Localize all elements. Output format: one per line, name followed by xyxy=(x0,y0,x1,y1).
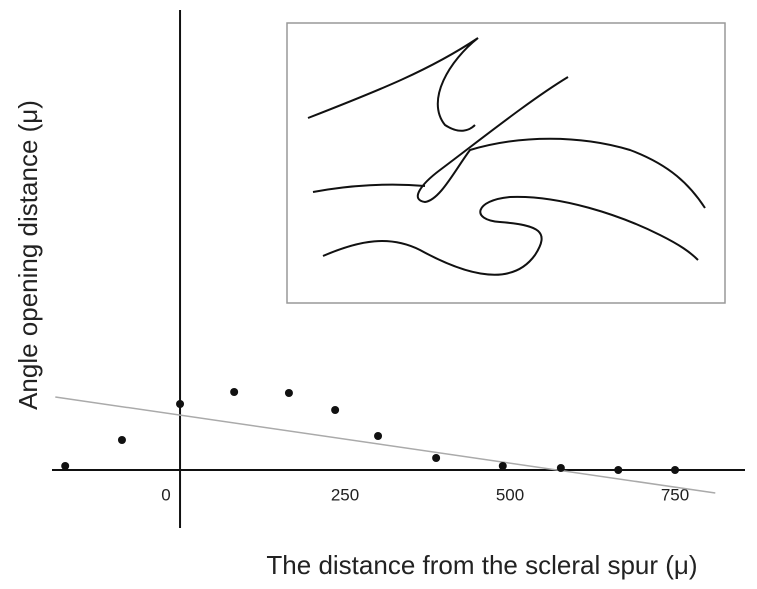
point xyxy=(176,400,185,408)
point xyxy=(331,406,340,414)
point xyxy=(614,466,623,474)
point xyxy=(374,432,383,440)
trend-line xyxy=(55,396,716,494)
x-tick-label: 750 xyxy=(661,485,689,504)
point xyxy=(498,462,507,470)
inset-curve xyxy=(307,37,479,132)
inset-diagram xyxy=(286,22,726,304)
x-tick-label: 250 xyxy=(331,485,359,504)
point xyxy=(230,388,239,396)
x-tick-label: 0 xyxy=(161,485,170,504)
x-tick-label: 500 xyxy=(496,485,524,504)
x-axis-label: The distance from the scleral spur (μ) xyxy=(266,550,697,580)
inset-curve xyxy=(312,183,426,193)
point xyxy=(117,436,126,444)
inset-frame xyxy=(286,22,726,304)
point xyxy=(556,464,565,472)
point xyxy=(671,466,680,474)
point xyxy=(61,462,70,470)
y-axis-label: Angle opening distance (μ) xyxy=(13,100,43,410)
inset-curve xyxy=(322,195,699,276)
point xyxy=(432,454,441,462)
point xyxy=(284,389,293,397)
inset-curve xyxy=(416,76,706,209)
